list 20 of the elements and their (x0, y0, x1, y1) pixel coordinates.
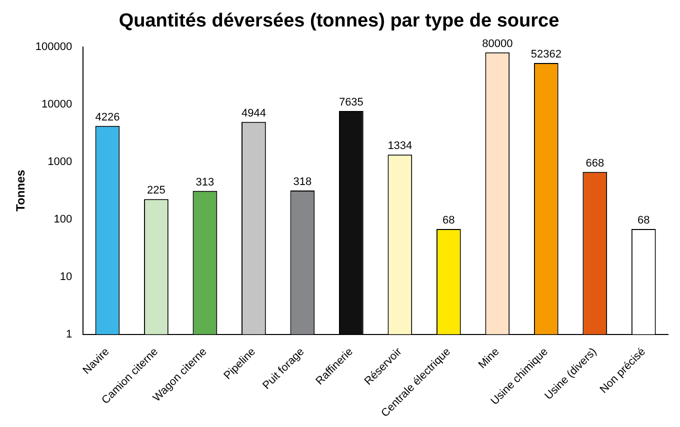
y-tick-label: 1 (66, 328, 72, 340)
data-label: 225 (147, 184, 166, 197)
y-tick-label: 10 (60, 270, 72, 283)
data-label: 68 (638, 214, 650, 227)
data-label: 4226 (95, 111, 120, 124)
data-label: 313 (196, 176, 214, 188)
data-label: 668 (586, 157, 604, 170)
chart-title: Quantités déversées (tonnes) par type de source (118, 10, 560, 32)
y-tick-label: 100000 (35, 40, 72, 53)
data-label: 318 (293, 176, 312, 188)
y-axis-title: Tonnes (14, 169, 28, 212)
data-label: 80000 (482, 38, 513, 50)
data-label: 52362 (530, 48, 562, 60)
y-tick-label: 10000 (42, 98, 72, 110)
y-tick-label: 100 (54, 213, 72, 226)
data-label: 7635 (338, 96, 364, 109)
data-label: 68 (442, 214, 455, 227)
data-label: 4944 (241, 107, 266, 120)
data-label: 1334 (388, 140, 412, 152)
y-tick-label: 1000 (48, 156, 72, 168)
